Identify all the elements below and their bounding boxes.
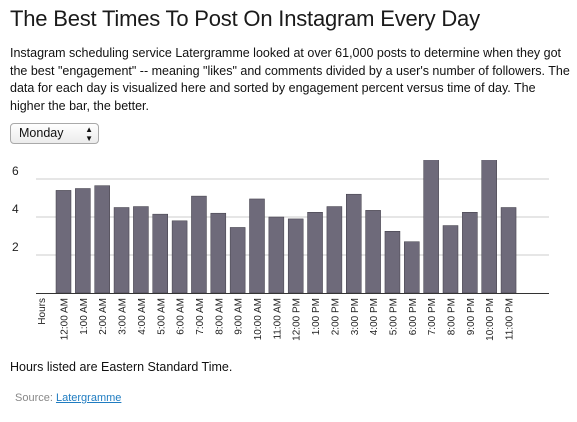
bar [75, 188, 91, 294]
x-tick-label: 6:00 AM [176, 298, 187, 335]
x-tick-label: 10:00 PM [485, 298, 496, 341]
bar [423, 160, 439, 294]
day-select[interactable]: Monday ▲ ▼ [10, 123, 99, 144]
bar-chart: 2 4 6 12:00 AM 1:00 AM 2:00 AM 3:00 AM 4:00 AM… [12, 160, 549, 341]
x-tick-label: 3:00 AM [118, 298, 129, 335]
x-tick-label: 9:00 PM [466, 298, 477, 335]
bar [191, 195, 207, 294]
y-tick-labels: 2 4 6 [12, 164, 19, 254]
x-tick-label: 5:00 AM [156, 298, 167, 335]
source-label: Source: [15, 392, 53, 404]
x-tick-label: 8:00 PM [447, 298, 458, 335]
x-tick-label: 2:00 AM [98, 298, 109, 335]
x-tick-label: 12:00 PM [292, 298, 303, 341]
x-tick-label: 3:00 PM [350, 298, 361, 335]
x-tick-label: 1:00 PM [311, 298, 322, 335]
bar [404, 241, 420, 294]
bar [346, 193, 362, 294]
x-tick-label: 11:00 AM [272, 298, 283, 340]
bar [307, 212, 323, 294]
x-tick-label: 6:00 PM [408, 298, 419, 335]
bar [229, 227, 246, 294]
bar [249, 198, 265, 294]
bar [481, 160, 497, 294]
bar [287, 218, 304, 294]
bar [133, 206, 149, 294]
x-tick-label: 2:00 PM [330, 298, 341, 335]
x-tick-label: 4:00 AM [137, 298, 148, 335]
bar [210, 212, 227, 294]
chart-title: The Best Times To Post On Instagram Ever… [10, 6, 480, 31]
x-tick-label: 4:00 PM [369, 298, 380, 335]
chart-description: Instagram scheduling service Latergramme… [10, 46, 570, 113]
x-tick-label: 9:00 AM [234, 298, 245, 335]
bar [384, 231, 401, 294]
bar [442, 225, 459, 294]
x-tick-label: 1:00 AM [79, 298, 90, 335]
x-tick-label: 7:00 AM [195, 298, 206, 335]
bar [171, 220, 188, 294]
source-line: Source: Latergramme [15, 392, 121, 404]
x-tick-label: 12:00 AM [60, 298, 71, 340]
bar [268, 216, 285, 294]
bar [462, 212, 478, 294]
y-tick-label: 6 [12, 164, 19, 178]
day-select-value: Monday [19, 126, 64, 140]
y-tick-label: 4 [12, 202, 19, 216]
select-arrows-icon: ▲ ▼ [85, 124, 93, 143]
y-tick-label: 2 [12, 240, 19, 254]
x-tick-labels: 12:00 AM 1:00 AM 2:00 AM 3:00 AM 4:00 AM 5:00… [60, 298, 516, 341]
bar [500, 207, 517, 294]
x-tick-label: 8:00 AM [214, 298, 225, 335]
bar [113, 207, 130, 294]
source-link[interactable]: Latergramme [55, 392, 122, 404]
bars [55, 160, 517, 294]
bar [365, 210, 381, 294]
bar [55, 190, 72, 294]
x-tick-label: 11:00 PM [505, 298, 516, 340]
bar [152, 213, 168, 294]
x-tick-label: 10:00 AM [253, 298, 264, 340]
timezone-note: Hours listed are Eastern Standard Time. [10, 360, 233, 374]
bar [94, 185, 110, 294]
x-tick-label: 5:00 PM [388, 298, 399, 335]
x-axis-label: Hours [37, 298, 48, 325]
x-tick-label: 7:00 PM [427, 298, 438, 335]
bar [326, 206, 343, 294]
